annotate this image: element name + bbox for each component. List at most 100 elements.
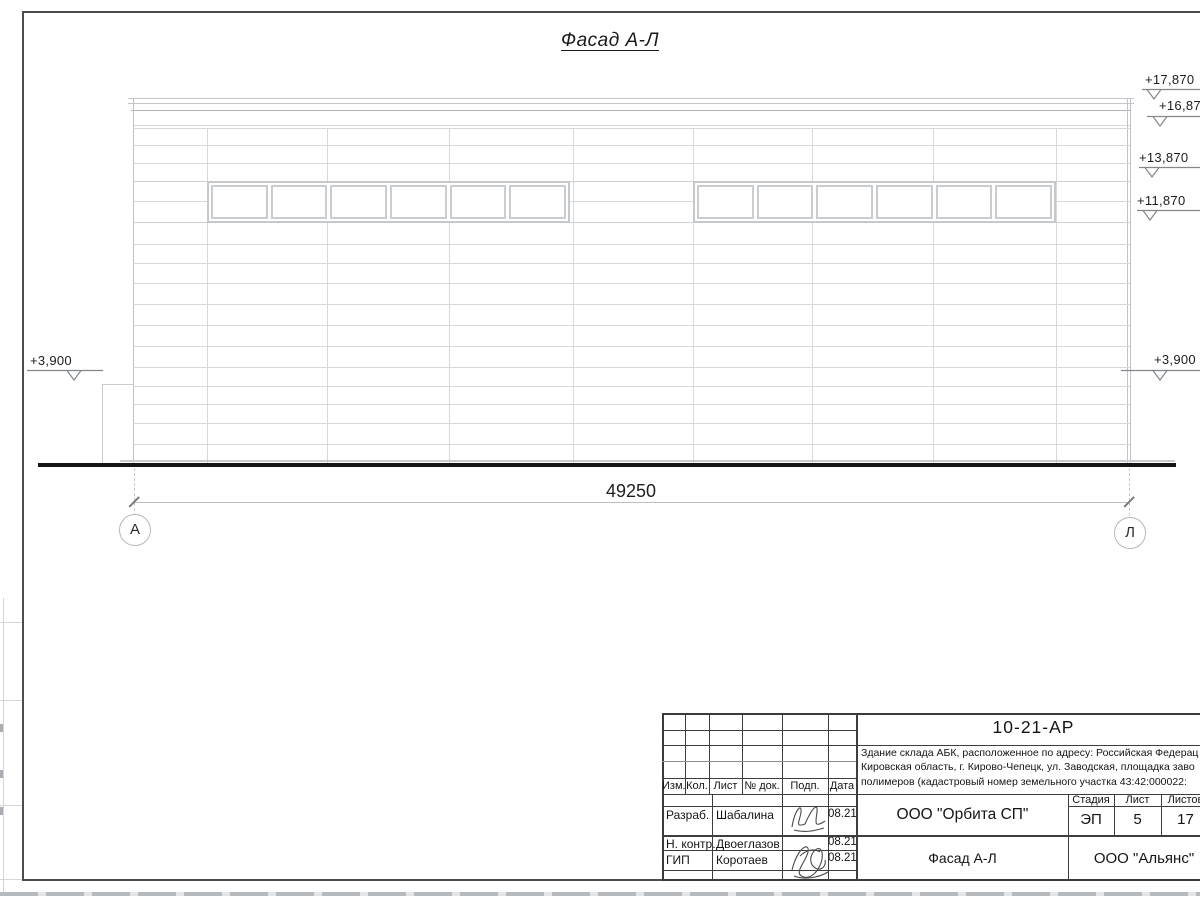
panel-line [133, 283, 1130, 284]
window-pane [390, 185, 447, 219]
table-line [662, 806, 856, 807]
panel-line [133, 201, 1130, 202]
tb-description-line: полимеров (кадастровый номер земельного … [861, 776, 1187, 788]
drawing-frame [22, 11, 1200, 881]
table-line [662, 870, 856, 871]
elevation-symbol-icon [1142, 88, 1200, 100]
panel-line [133, 263, 1130, 264]
annex-outline [102, 384, 133, 463]
tb-col-list: Лист [713, 780, 738, 792]
margin-mark [0, 724, 3, 732]
table-line [1114, 794, 1115, 835]
title-block [662, 713, 1200, 881]
signature-korotaev [784, 836, 830, 885]
panel-joint [207, 128, 208, 463]
tb-stage-label: Стадия [1072, 794, 1110, 806]
parapet-line [131, 110, 1131, 111]
elevation-mark-label: +16,870 [1159, 98, 1200, 113]
panel-line [133, 181, 1130, 182]
dimension-line [134, 502, 1129, 503]
tb-sheet-value: 5 [1133, 811, 1142, 828]
tb-organization: ООО "Орбита СП" [896, 806, 1029, 823]
building-left-edge [133, 98, 134, 463]
elevation-symbol-icon [1137, 209, 1200, 221]
table-line [828, 713, 829, 881]
tb-col-kol: Кол. [686, 780, 708, 792]
table-line [662, 794, 1200, 795]
panel-line [133, 346, 1130, 347]
panel-line [133, 128, 1130, 129]
panel-line [133, 304, 1130, 305]
dimension-extension [134, 468, 135, 516]
window-band-left [207, 181, 570, 223]
page-bottom-edge [0, 892, 1200, 896]
table-line [662, 761, 856, 762]
tb-name: Коротаев [716, 853, 768, 867]
tb-stage-value: ЭП [1080, 811, 1102, 828]
table-line [1068, 794, 1069, 881]
table-line [662, 745, 1200, 746]
table-line [662, 778, 856, 779]
window-pane [509, 185, 567, 219]
panel-joint [327, 128, 328, 463]
tb-date: 08.21 [828, 836, 857, 848]
page-margin-line [0, 805, 22, 806]
parapet-line [128, 103, 1134, 104]
table-line [782, 713, 783, 881]
page-margin-line [0, 879, 22, 880]
parapet-line [133, 125, 1130, 126]
tb-doc-number: 10-21-АР [992, 717, 1075, 737]
page-margin-line [3, 598, 4, 893]
building-right-edge [1127, 98, 1131, 463]
tb-col-izm: Изм. [662, 780, 686, 792]
panel-joint [573, 128, 574, 463]
elevation-mark-label: +17,870 [1145, 72, 1195, 87]
window-pane [697, 185, 754, 219]
tb-sheets-label: Листов [1167, 794, 1200, 806]
elevation-symbol-icon [1121, 369, 1200, 381]
tb-date: 08.21 [828, 852, 857, 864]
window-pane [211, 185, 268, 219]
elevation-symbol-icon [1139, 166, 1200, 178]
panel-joint [812, 128, 813, 463]
table-line [685, 713, 686, 794]
elevation-mark-label: +3,900 [1154, 352, 1196, 367]
table-line [1161, 794, 1162, 835]
tb-col-data: Дата [829, 780, 855, 792]
window-pane [876, 185, 933, 219]
page-margin-line [0, 700, 22, 701]
elevation-symbol-icon [1147, 115, 1200, 127]
panel-joint [933, 128, 934, 463]
panel-line [133, 222, 1130, 223]
panel-line [133, 386, 1130, 387]
panel-line [133, 244, 1130, 245]
tb-sheet-name: Фасад А-Л [928, 850, 997, 866]
table-line [662, 730, 856, 731]
elevation-mark-label: +3,900 [30, 353, 72, 368]
tb-sheet-label: Лист [1125, 794, 1150, 806]
table-line [856, 713, 858, 881]
tb-contractor: ООО "Альянс" [1093, 850, 1195, 867]
window-pane [330, 185, 388, 219]
signature-shabalina [786, 799, 828, 838]
table-line [662, 835, 1200, 837]
tb-date: 08.21 [828, 808, 857, 820]
tb-role: ГИП [666, 853, 690, 867]
panel-line [133, 145, 1130, 146]
window-pane [935, 185, 993, 219]
page-margin-line [0, 622, 22, 623]
window-band-right [693, 181, 1056, 223]
window-pane [449, 185, 507, 219]
panel-line [133, 404, 1130, 405]
window-pane [756, 185, 814, 219]
tb-name: Двоеглазов [716, 837, 780, 851]
table-line [662, 850, 856, 851]
panel-line [133, 423, 1130, 424]
table-line [1068, 806, 1200, 807]
panel-joint [449, 128, 450, 463]
panel-line [133, 163, 1130, 164]
panel-joint [693, 128, 694, 463]
tb-description-line: Кировская область, г. Кирово-Чепецк, ул.… [861, 761, 1195, 773]
table-line [742, 713, 743, 794]
